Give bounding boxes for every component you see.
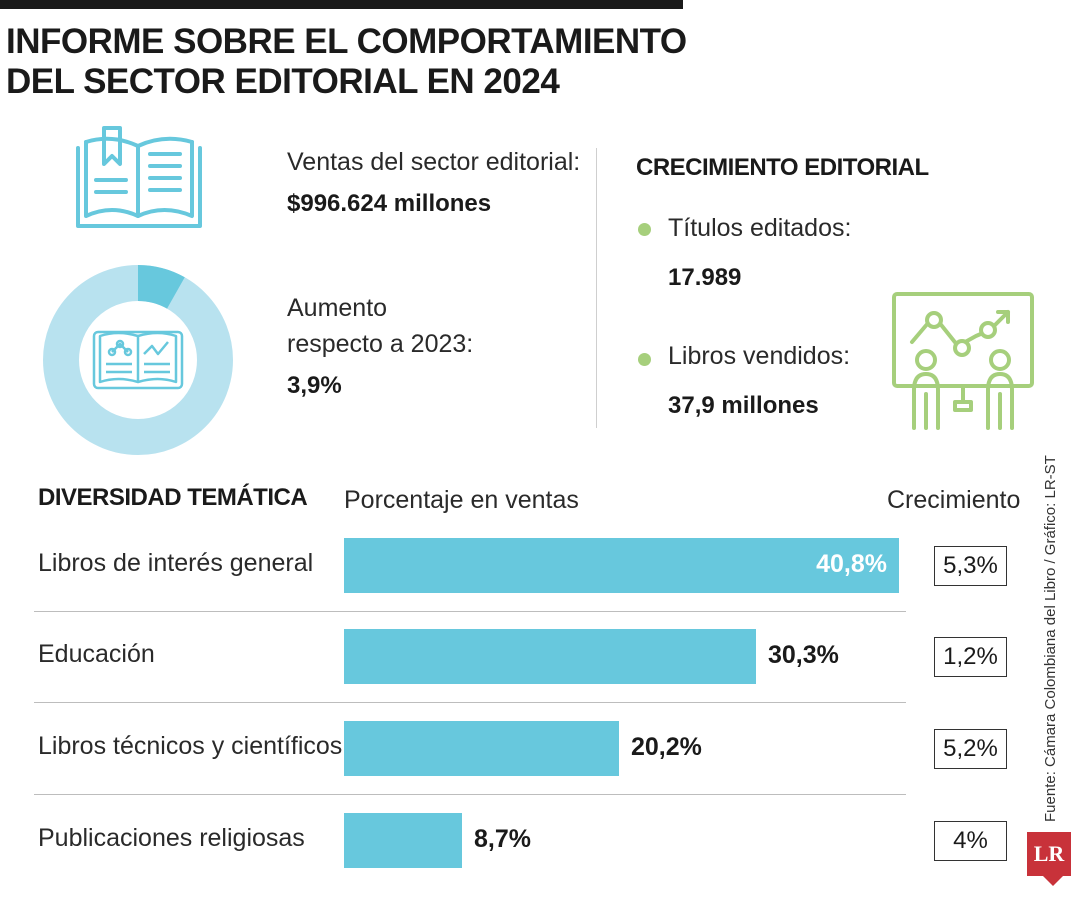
category-label: Libros técnicos y científicos xyxy=(38,732,343,760)
lr-logo: LR xyxy=(1027,832,1071,876)
books-value: 37,9 millones xyxy=(668,392,819,419)
editorial-growth-heading: CRECIMIENTO EDITORIAL xyxy=(636,154,929,181)
growth-label-line-1: Aumento xyxy=(287,294,388,322)
title-line-1: INFORME SOBRE EL COMPORTAMIENTO xyxy=(6,22,687,61)
page-title: INFORME SOBRE EL COMPORTAMIENTO DEL SECT… xyxy=(6,22,687,102)
books-label: Libros vendidos: xyxy=(668,342,851,370)
open-book-icon xyxy=(76,126,202,228)
growth-value-box: 5,2% xyxy=(934,729,1007,769)
chart-x-label: Porcentaje en ventas xyxy=(344,486,579,514)
growth-value: 3,9% xyxy=(287,372,342,399)
bar xyxy=(344,813,462,868)
logo-tail xyxy=(1043,876,1063,886)
bar-value-label: 40,8% xyxy=(816,550,887,578)
growth-donut xyxy=(43,265,233,455)
presentation-board-icon xyxy=(892,292,1034,430)
growth-column-header: Crecimiento xyxy=(887,486,1021,514)
bullet-dot xyxy=(638,353,651,366)
category-label: Libros de interés general xyxy=(38,549,314,577)
growth-value-box: 4% xyxy=(934,821,1007,861)
bar xyxy=(344,538,899,593)
titles-label: Títulos editados: xyxy=(668,214,852,242)
sales-label: Ventas del sector editorial: xyxy=(287,148,581,176)
category-label: Publicaciones religiosas xyxy=(38,824,305,852)
bar xyxy=(344,629,756,684)
donut-growth-segment xyxy=(137,265,185,309)
chart-title: DIVERSIDAD TEMÁTICA xyxy=(38,484,308,511)
sales-value: $996.624 millones xyxy=(287,190,492,217)
bar-value-label: 8,7% xyxy=(474,825,531,853)
growth-label-line-2: respecto a 2023: xyxy=(287,330,474,358)
growth-value-box: 1,2% xyxy=(934,637,1007,677)
title-line-2: DEL SECTOR EDITORIAL EN 2024 xyxy=(6,62,560,101)
bullet-dot xyxy=(638,223,651,236)
growth-value-box: 5,3% xyxy=(934,546,1007,586)
section-divider xyxy=(596,148,597,428)
category-label: Educación xyxy=(38,640,155,668)
row-divider xyxy=(34,794,906,795)
book-data-icon xyxy=(92,330,184,390)
row-divider xyxy=(34,702,906,703)
bar xyxy=(344,721,619,776)
top-rule xyxy=(0,0,683,9)
bar-value-label: 30,3% xyxy=(768,641,839,669)
source-credit: Fuente: Cámara Colombiana del Libro / Gr… xyxy=(1042,455,1059,822)
bar-value-label: 20,2% xyxy=(631,733,702,761)
titles-value: 17.989 xyxy=(668,264,742,291)
row-divider xyxy=(34,611,906,612)
